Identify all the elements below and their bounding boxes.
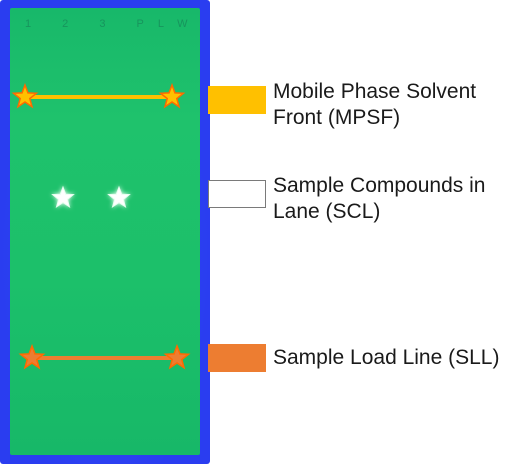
sll-star-right-icon	[163, 343, 191, 370]
compound-star-1-icon	[51, 185, 75, 209]
legend-label-mpsf: Mobile Phase Solvent Front (MPSF)	[273, 80, 477, 129]
mpsf-star-left-icon	[11, 82, 39, 109]
tlc-plate	[10, 8, 200, 455]
legend-label-sll: Sample Load Line (SLL)	[273, 346, 500, 369]
sll-star-left-icon	[18, 343, 46, 370]
plate-lane-marks: 1 2 3 PLW	[25, 18, 202, 30]
legend-swatch-scl	[208, 180, 266, 208]
legend-swatch-sll	[208, 344, 266, 372]
compound-star-2-icon	[107, 185, 131, 209]
legend-swatch-mpsf	[208, 86, 266, 114]
legend-label-scl: Sample Compounds in Lane (SCL)	[273, 174, 486, 223]
mpsf-star-right-icon	[158, 82, 186, 109]
